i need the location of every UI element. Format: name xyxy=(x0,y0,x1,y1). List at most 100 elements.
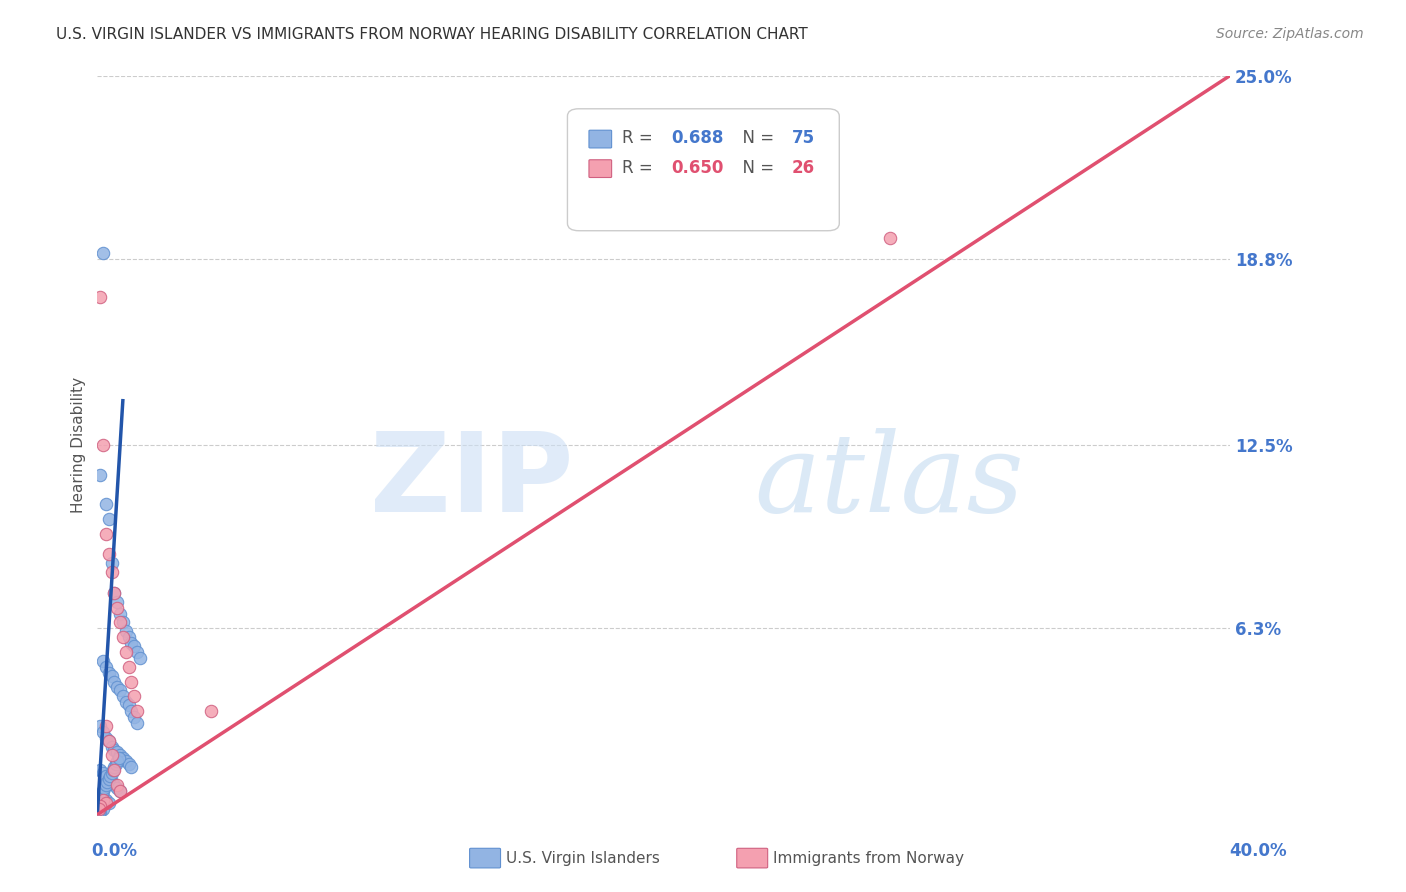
Point xyxy=(91,789,114,804)
Text: N =: N = xyxy=(731,159,779,177)
Point xyxy=(89,798,111,813)
Point xyxy=(89,719,111,733)
Point xyxy=(89,793,111,807)
Point xyxy=(100,556,122,570)
Text: 0.688: 0.688 xyxy=(672,129,724,147)
Point xyxy=(103,763,125,777)
Point xyxy=(94,659,117,673)
Point xyxy=(97,548,120,562)
Point xyxy=(89,805,111,819)
Point xyxy=(108,615,131,630)
Point xyxy=(87,802,110,816)
Point xyxy=(100,668,122,682)
Point xyxy=(89,467,111,482)
Point xyxy=(108,683,131,698)
Point xyxy=(103,586,125,600)
Point xyxy=(91,802,114,816)
Text: U.S. Virgin Islanders: U.S. Virgin Islanders xyxy=(506,851,659,865)
Point xyxy=(122,690,145,704)
Point xyxy=(114,645,136,659)
Point xyxy=(100,766,122,780)
Point xyxy=(879,231,901,245)
Point xyxy=(105,595,128,609)
FancyBboxPatch shape xyxy=(568,109,839,231)
Point xyxy=(103,778,125,792)
Point xyxy=(100,565,122,579)
Point xyxy=(91,766,114,780)
FancyBboxPatch shape xyxy=(589,160,612,178)
Point xyxy=(94,526,117,541)
Point xyxy=(103,742,125,756)
Text: 40.0%: 40.0% xyxy=(1229,842,1286,860)
Point xyxy=(111,615,134,630)
Point xyxy=(125,715,148,730)
Text: N =: N = xyxy=(731,129,779,147)
Point xyxy=(117,757,139,772)
Point xyxy=(91,724,114,739)
Point xyxy=(108,607,131,621)
Point xyxy=(94,793,117,807)
Point xyxy=(96,775,118,789)
Point xyxy=(101,763,124,777)
Point xyxy=(105,746,128,760)
Point xyxy=(111,751,134,765)
Point xyxy=(114,755,136,769)
Point xyxy=(91,793,114,807)
Point xyxy=(108,748,131,763)
Point xyxy=(87,806,110,821)
Point xyxy=(103,760,125,774)
Point xyxy=(87,796,110,810)
Point xyxy=(105,778,128,792)
Point xyxy=(87,802,110,816)
Point xyxy=(94,769,117,783)
Point xyxy=(105,600,128,615)
Text: 0.650: 0.650 xyxy=(672,159,724,177)
Y-axis label: Hearing Disability: Hearing Disability xyxy=(72,377,86,513)
Point xyxy=(200,704,222,718)
Point xyxy=(111,690,134,704)
Point xyxy=(117,659,139,673)
Point xyxy=(100,748,122,763)
Point xyxy=(97,772,120,786)
Point xyxy=(97,733,120,747)
Point xyxy=(89,763,111,777)
Point xyxy=(89,789,111,804)
Point xyxy=(97,512,120,526)
Point xyxy=(89,798,111,813)
Text: R =: R = xyxy=(621,129,658,147)
Point xyxy=(107,751,129,765)
Point xyxy=(108,784,131,798)
Point xyxy=(114,624,136,639)
Point xyxy=(93,780,115,795)
Point xyxy=(90,787,112,801)
Point xyxy=(91,246,114,260)
Point xyxy=(125,645,148,659)
Point xyxy=(108,784,131,798)
Point xyxy=(100,739,122,754)
Point xyxy=(98,769,121,783)
Point xyxy=(87,805,110,819)
Point xyxy=(94,719,117,733)
Point xyxy=(117,630,139,644)
Point xyxy=(97,772,120,786)
Text: U.S. VIRGIN ISLANDER VS IMMIGRANTS FROM NORWAY HEARING DISABILITY CORRELATION CH: U.S. VIRGIN ISLANDER VS IMMIGRANTS FROM … xyxy=(56,27,808,42)
Point xyxy=(122,639,145,653)
Point xyxy=(105,755,128,769)
Point xyxy=(125,704,148,718)
Point xyxy=(97,733,120,747)
Point xyxy=(103,674,125,689)
Point xyxy=(97,665,120,680)
FancyBboxPatch shape xyxy=(589,130,612,148)
Text: 0.0%: 0.0% xyxy=(91,842,138,860)
Point xyxy=(89,290,111,304)
Point xyxy=(91,438,114,452)
Text: atlas: atlas xyxy=(755,428,1024,536)
Point xyxy=(91,654,114,668)
Point xyxy=(114,695,136,709)
Point xyxy=(120,674,142,689)
Point xyxy=(100,775,122,789)
Point xyxy=(111,630,134,644)
Text: Source: ZipAtlas.com: Source: ZipAtlas.com xyxy=(1216,27,1364,41)
Text: 26: 26 xyxy=(792,159,815,177)
Point xyxy=(128,651,150,665)
